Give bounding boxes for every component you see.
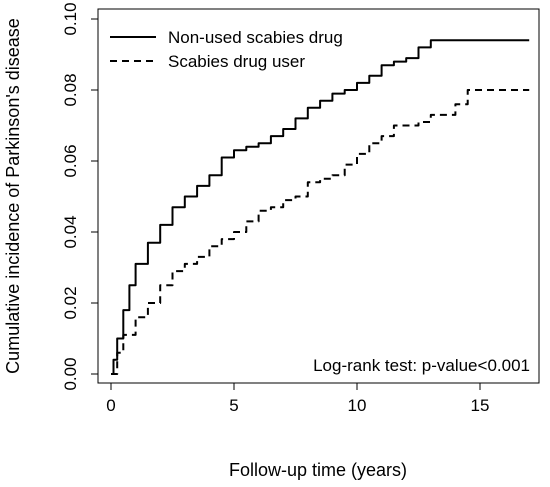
legend-label-non-used: Non-used scabies drug — [168, 28, 343, 47]
series-layer — [111, 39, 530, 375]
y-tick-label: 0.02 — [61, 286, 80, 319]
legend-label-user: Scabies drug user — [168, 52, 305, 71]
log-rank-annotation: Log-rank test: p-value<0.001 — [313, 356, 530, 375]
x-tick-label: 5 — [229, 396, 238, 415]
y-tick-label: 0.00 — [61, 357, 80, 390]
x-axis: 0 5 10 15 — [106, 382, 490, 415]
legend: Non-used scabies drug Scabies drug user — [110, 28, 343, 71]
y-tick-label: 0.10 — [61, 2, 80, 35]
x-tick-label: 0 — [106, 396, 115, 415]
x-tick-label: 10 — [348, 396, 367, 415]
plot-frame — [97, 8, 540, 384]
y-tick-label: 0.04 — [61, 215, 80, 248]
y-axis: 0.00 0.02 0.04 0.06 0.08 0.10 — [61, 2, 99, 391]
series-line-user — [111, 89, 530, 375]
y-axis-title: Cumulative incidence of Parkinson's dise… — [3, 18, 23, 374]
x-tick-label: 15 — [471, 396, 490, 415]
y-tick-label: 0.08 — [61, 73, 80, 106]
y-tick-label: 0.06 — [61, 144, 80, 177]
series-line-non-used — [111, 39, 530, 375]
x-axis-title: Follow-up time (years) — [229, 460, 407, 480]
